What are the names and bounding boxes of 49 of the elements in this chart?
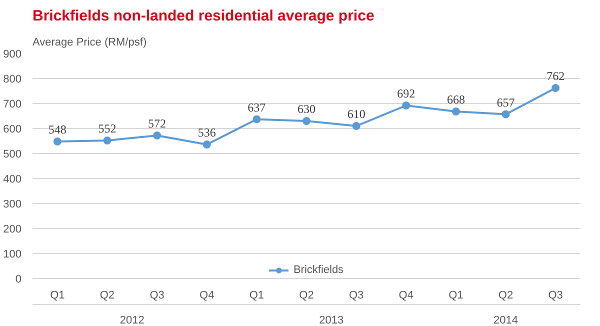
y-tick-label: 400 xyxy=(3,174,22,186)
point xyxy=(502,110,510,118)
point xyxy=(302,117,310,125)
data-label: 552 xyxy=(98,122,116,136)
y-tick-label: 800 xyxy=(3,74,22,86)
point xyxy=(352,122,360,130)
x-tick-label: Q2 xyxy=(299,290,314,302)
y-tick-label: 100 xyxy=(3,248,22,260)
text: 2012 xyxy=(120,314,144,326)
y-tick-label: 600 xyxy=(3,124,22,136)
point xyxy=(452,108,460,116)
point xyxy=(552,84,560,92)
data-label: 668 xyxy=(446,92,465,106)
point xyxy=(202,140,211,148)
point xyxy=(103,136,112,144)
text: 2014 xyxy=(494,314,518,326)
x-tick-label: Q3 xyxy=(548,290,563,302)
y-tick-label: 300 xyxy=(3,198,22,210)
data-label: 610 xyxy=(347,107,366,121)
y-tick-label: 500 xyxy=(3,148,22,160)
x-tick-label: Q4 xyxy=(200,290,214,302)
x-tick-label: Q1 xyxy=(249,290,264,302)
data-label: 536 xyxy=(198,126,216,140)
x-tick-label: Q4 xyxy=(398,290,414,302)
y-tick-label: 0 xyxy=(15,274,22,286)
legend-label: Brickfields xyxy=(293,264,344,276)
chart-title: Brickfields non-landed residential average price xyxy=(32,8,374,24)
x-tick-label: Q3 xyxy=(348,290,364,302)
x-tick-label: Q1 xyxy=(448,290,464,302)
y-tick-label: 200 xyxy=(3,224,22,236)
data-label: 572 xyxy=(148,116,166,130)
data-label: 548 xyxy=(48,122,66,136)
data-label: 637 xyxy=(248,100,266,114)
x-tick-label: Q2 xyxy=(100,290,115,302)
data-label: 692 xyxy=(397,86,416,100)
x-tick-label: Q1 xyxy=(50,290,65,302)
x-tick-label: Q3 xyxy=(150,290,164,302)
point xyxy=(153,132,162,140)
x-tick-label: Q2 xyxy=(498,290,514,302)
data-label: 762 xyxy=(546,69,565,83)
y-tick-label: 700 xyxy=(3,98,22,110)
point xyxy=(252,115,261,124)
data-label: 630 xyxy=(298,102,316,116)
text: 2013 xyxy=(319,314,344,326)
point xyxy=(402,102,410,110)
point xyxy=(53,138,62,146)
y-tick-label: 900 xyxy=(3,48,22,60)
data-label: 657 xyxy=(496,95,515,110)
y-axis-title: Average Price (RM/psf) xyxy=(32,36,147,48)
